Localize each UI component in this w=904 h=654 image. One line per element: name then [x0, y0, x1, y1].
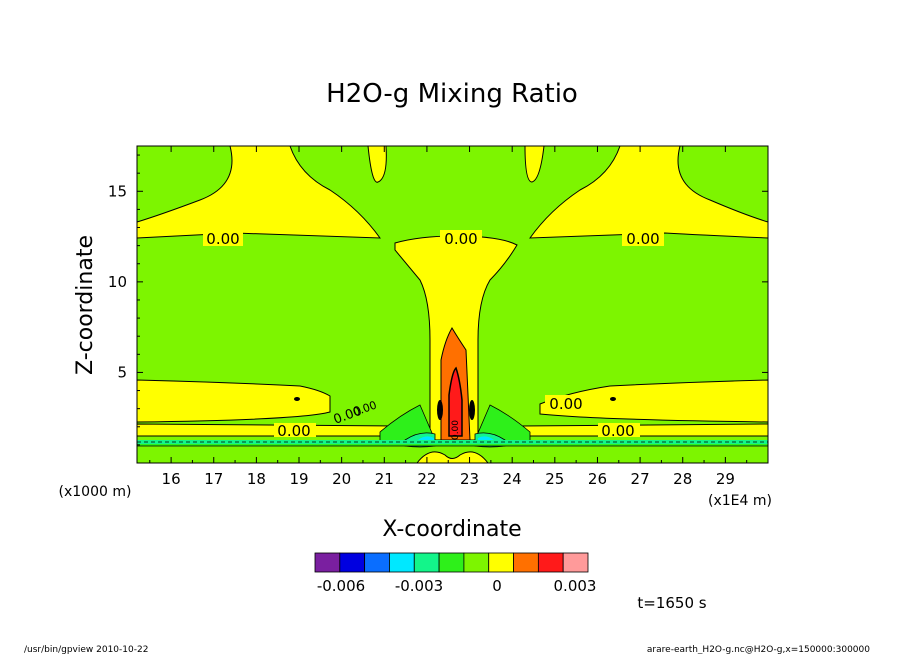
contour-blob-top-left [367, 146, 387, 183]
x-tick-label: 23 [460, 470, 479, 488]
x-tick-label: 26 [588, 470, 607, 488]
contour-green-upper-right [677, 146, 768, 223]
y-tick-label: 5 [117, 363, 127, 381]
colorbar-swatch [537, 552, 564, 573]
colorbar-swatch [364, 552, 390, 573]
colorbar-tick-label: -0.006 [317, 577, 365, 595]
colorbar-swatch [562, 552, 589, 573]
contour-red-core [448, 366, 463, 437]
contour-label: 0.00 [277, 422, 310, 440]
contour-label: 0.00 [206, 230, 239, 248]
contour-label: 0.00 [626, 230, 659, 248]
contour-dark-blob-left [437, 400, 443, 420]
colorbar-swatch [438, 552, 465, 573]
colorbar-ticks: -0.006 -0.003 0 0.003 [317, 577, 597, 595]
x-tick-label: 24 [503, 470, 522, 488]
y-axis-unit: (x1000 m) [59, 484, 132, 500]
contour-label: 0.00 [549, 395, 582, 413]
contour-dot-right [610, 397, 616, 401]
x-tick-label: 19 [289, 470, 308, 488]
colorbar-tick-label: -0.003 [395, 577, 443, 595]
contour-label-group: 0.00 0.00 0.00 0.00 0.00 0.00 0.00 0.00 … [203, 230, 664, 440]
x-axis: 16 17 18 19 20 21 22 23 24 25 26 27 28 29 [149, 146, 748, 488]
footer-left: /usr/bin/gpview 2010-10-22 [24, 645, 148, 654]
contour-yellow-strip-right [519, 423, 768, 437]
contour-label: 0.00 [601, 422, 634, 440]
contour-green-upper-left [137, 146, 233, 223]
footer-right: arare-earth_H2O-g.nc@H2O-g,x=150000:3000… [647, 645, 870, 654]
y-axis: 5 10 15 [108, 154, 768, 446]
contour-yellow-strip-left [137, 423, 401, 437]
x-tick-label: 27 [631, 470, 650, 488]
colorbar-swatch [513, 552, 539, 573]
time-annotation: t=1650 s [637, 594, 706, 612]
y-tick-label: 10 [108, 273, 127, 291]
contour-yellow-bottom [416, 451, 489, 463]
contour-surface-green [137, 444, 768, 446]
y-tick-label: 15 [108, 182, 127, 200]
contour-dot-left [294, 397, 300, 401]
colorbar-swatch [413, 552, 440, 573]
x-tick-label: 17 [204, 470, 223, 488]
x-axis-unit: (x1E4 m) [708, 493, 772, 509]
colorbar-swatch [463, 552, 490, 573]
colorbar-tick-label: 0.003 [554, 577, 597, 595]
plot-frame [136, 145, 769, 464]
x-tick-label: 22 [417, 470, 436, 488]
x-tick-label: 20 [332, 470, 351, 488]
chart-title: H2O-g Mixing Ratio [326, 79, 578, 109]
contour-dark-blob-right [469, 400, 475, 420]
contour-label: 0.00 [451, 420, 461, 440]
colorbar-swatch [314, 552, 341, 573]
x-tick-label: 18 [247, 470, 266, 488]
colorbar-tick-label: 0 [492, 577, 502, 595]
colorbar [314, 552, 589, 573]
colorbar-swatch [488, 552, 514, 573]
contour-fields [137, 146, 768, 463]
x-tick-label: 29 [716, 470, 735, 488]
x-tick-label: 28 [673, 470, 692, 488]
contour-label: 0.00 [444, 230, 477, 248]
colorbar-swatch [389, 552, 415, 573]
x-axis-title: X-coordinate [382, 517, 521, 542]
x-tick-label: 25 [545, 470, 564, 488]
y-axis-title: Z-coordinate [73, 235, 98, 375]
contour-yellow-band-left [137, 379, 331, 423]
x-tick-label: 16 [162, 470, 181, 488]
x-tick-label: 21 [375, 470, 394, 488]
contour-blob-top-right [524, 146, 545, 183]
colorbar-swatch [339, 552, 366, 573]
